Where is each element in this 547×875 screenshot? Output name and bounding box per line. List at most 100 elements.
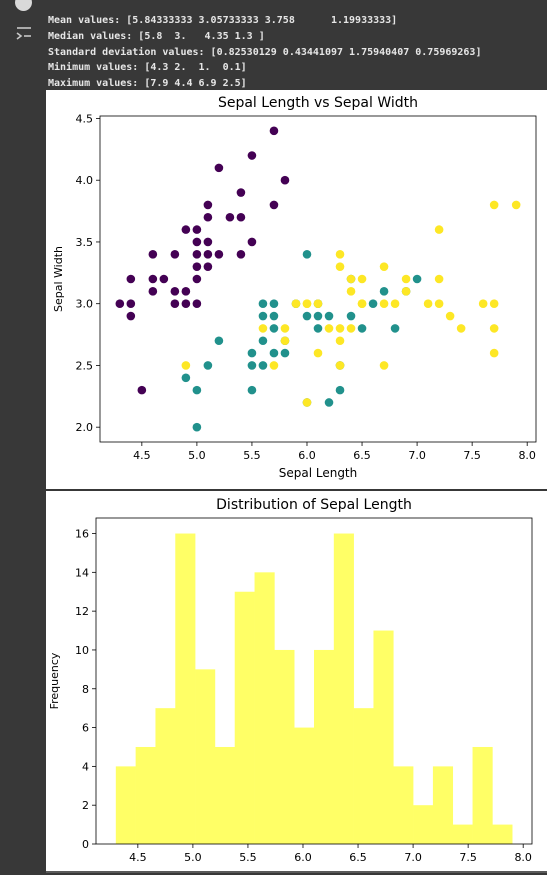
histogram-bar xyxy=(413,805,433,844)
y-tick-label: 6 xyxy=(82,722,89,735)
scatter-point xyxy=(204,361,213,370)
scatter-point xyxy=(325,324,334,333)
scatter-point xyxy=(270,201,279,210)
scatter-point xyxy=(303,312,312,321)
scatter-point xyxy=(270,349,279,358)
scatter-figure: Sepal Length vs Sepal Width Sepal Length S… xyxy=(46,90,547,489)
scatter-point xyxy=(149,250,158,259)
scatter-point xyxy=(369,299,378,308)
scatter-point xyxy=(193,262,202,271)
x-axis-label: Sepal Length xyxy=(279,466,358,480)
scatter-point xyxy=(435,275,444,284)
scatter-point xyxy=(479,299,488,308)
scatter-point xyxy=(127,312,136,321)
histogram-bar xyxy=(235,592,255,844)
scatter-point xyxy=(237,188,246,197)
scatter-point xyxy=(380,287,389,296)
scatter-point xyxy=(325,398,334,407)
y-tick-label: 8 xyxy=(82,683,89,696)
histogram-bar xyxy=(136,747,156,844)
scatter-point xyxy=(347,287,356,296)
scatter-point xyxy=(435,299,444,308)
output-line-std: Standard deviation values: [0.82530129 0… xyxy=(48,47,481,59)
scatter-point xyxy=(237,213,246,222)
histogram-bar xyxy=(314,650,334,844)
scatter-point xyxy=(336,324,345,333)
x-tick-label: 6.5 xyxy=(353,449,371,462)
scatter-point xyxy=(391,324,400,333)
scatter-point xyxy=(182,373,191,382)
scatter-point xyxy=(336,250,345,259)
histogram-bar xyxy=(433,766,453,844)
y-axis-label: Sepal Width xyxy=(52,246,65,312)
x-tick-label: 7.5 xyxy=(463,449,481,462)
scatter-point xyxy=(204,262,213,271)
scatter-point xyxy=(171,299,180,308)
x-tick-label: 4.5 xyxy=(133,449,151,462)
y-tick-label: 14 xyxy=(75,566,89,579)
scatter-point xyxy=(160,275,169,284)
scatter-point xyxy=(303,250,312,259)
scatter-point xyxy=(358,275,367,284)
scatter-point xyxy=(193,238,202,247)
scatter-point xyxy=(314,312,323,321)
output-line-min: Minimum values: [4.3 2. 1. 0.1] xyxy=(48,62,247,74)
scatter-point xyxy=(270,324,279,333)
chart-title: Distribution of Sepal Length xyxy=(216,497,412,513)
scatter-point xyxy=(259,299,268,308)
scatter-point xyxy=(424,299,433,308)
scatter-point xyxy=(457,324,466,333)
scatter-point xyxy=(270,361,279,370)
scatter-point xyxy=(303,299,312,308)
scatter-point xyxy=(215,164,224,173)
chart-title: Sepal Length vs Sepal Width xyxy=(218,95,418,111)
scatter-point xyxy=(270,312,279,321)
run-indicator-icon[interactable] xyxy=(15,0,32,11)
scatter-point xyxy=(336,336,345,345)
histogram-bar xyxy=(255,572,275,844)
scatter-point xyxy=(116,299,125,308)
scatter-point xyxy=(380,299,389,308)
histogram-bar xyxy=(215,747,235,844)
scatter-point xyxy=(270,299,279,308)
scatter-point xyxy=(358,299,367,308)
scatter-point xyxy=(270,127,279,136)
x-tick-label: 7.0 xyxy=(404,851,422,864)
output-toggle-icon[interactable] xyxy=(15,24,33,42)
output-line-mean: Mean values: [5.84333333 3.05733333 3.75… xyxy=(48,15,397,27)
scatter-point xyxy=(182,225,191,234)
scatter-point xyxy=(182,287,191,296)
scatter-point xyxy=(237,250,246,259)
scatter-point xyxy=(204,213,213,222)
x-tick-label: 8.0 xyxy=(514,851,532,864)
scatter-point xyxy=(490,349,499,358)
x-tick-label: 5.0 xyxy=(184,851,202,864)
x-tick-label: 5.5 xyxy=(243,449,261,462)
histogram-bar xyxy=(453,825,473,844)
scatter-point xyxy=(138,386,147,395)
y-tick-label: 4 xyxy=(82,760,89,773)
histogram-bar xyxy=(373,631,393,844)
scatter-point xyxy=(248,349,257,358)
y-tick-label: 4.0 xyxy=(76,174,94,187)
y-tick-label: 12 xyxy=(75,605,89,618)
histogram-bar xyxy=(492,825,512,844)
scatter-point xyxy=(248,386,257,395)
scatter-point xyxy=(391,299,400,308)
histogram-bar xyxy=(274,650,294,844)
scatter-point xyxy=(402,287,411,296)
scatter-point xyxy=(292,299,301,308)
scatter-point xyxy=(281,336,290,345)
scatter-point xyxy=(325,312,334,321)
histogram-bar xyxy=(195,669,215,844)
x-tick-label: 6.0 xyxy=(294,851,312,864)
scatter-point xyxy=(347,312,356,321)
scatter-point xyxy=(435,225,444,234)
histogram-figure: Distribution of Sepal Length Frequency 4.5… xyxy=(46,491,547,871)
cell-gutter xyxy=(0,0,46,873)
x-tick-label: 4.5 xyxy=(129,851,147,864)
scatter-point xyxy=(215,250,224,259)
histogram-bar xyxy=(155,708,175,844)
scatter-point xyxy=(347,275,356,284)
scatter-point xyxy=(204,201,213,210)
